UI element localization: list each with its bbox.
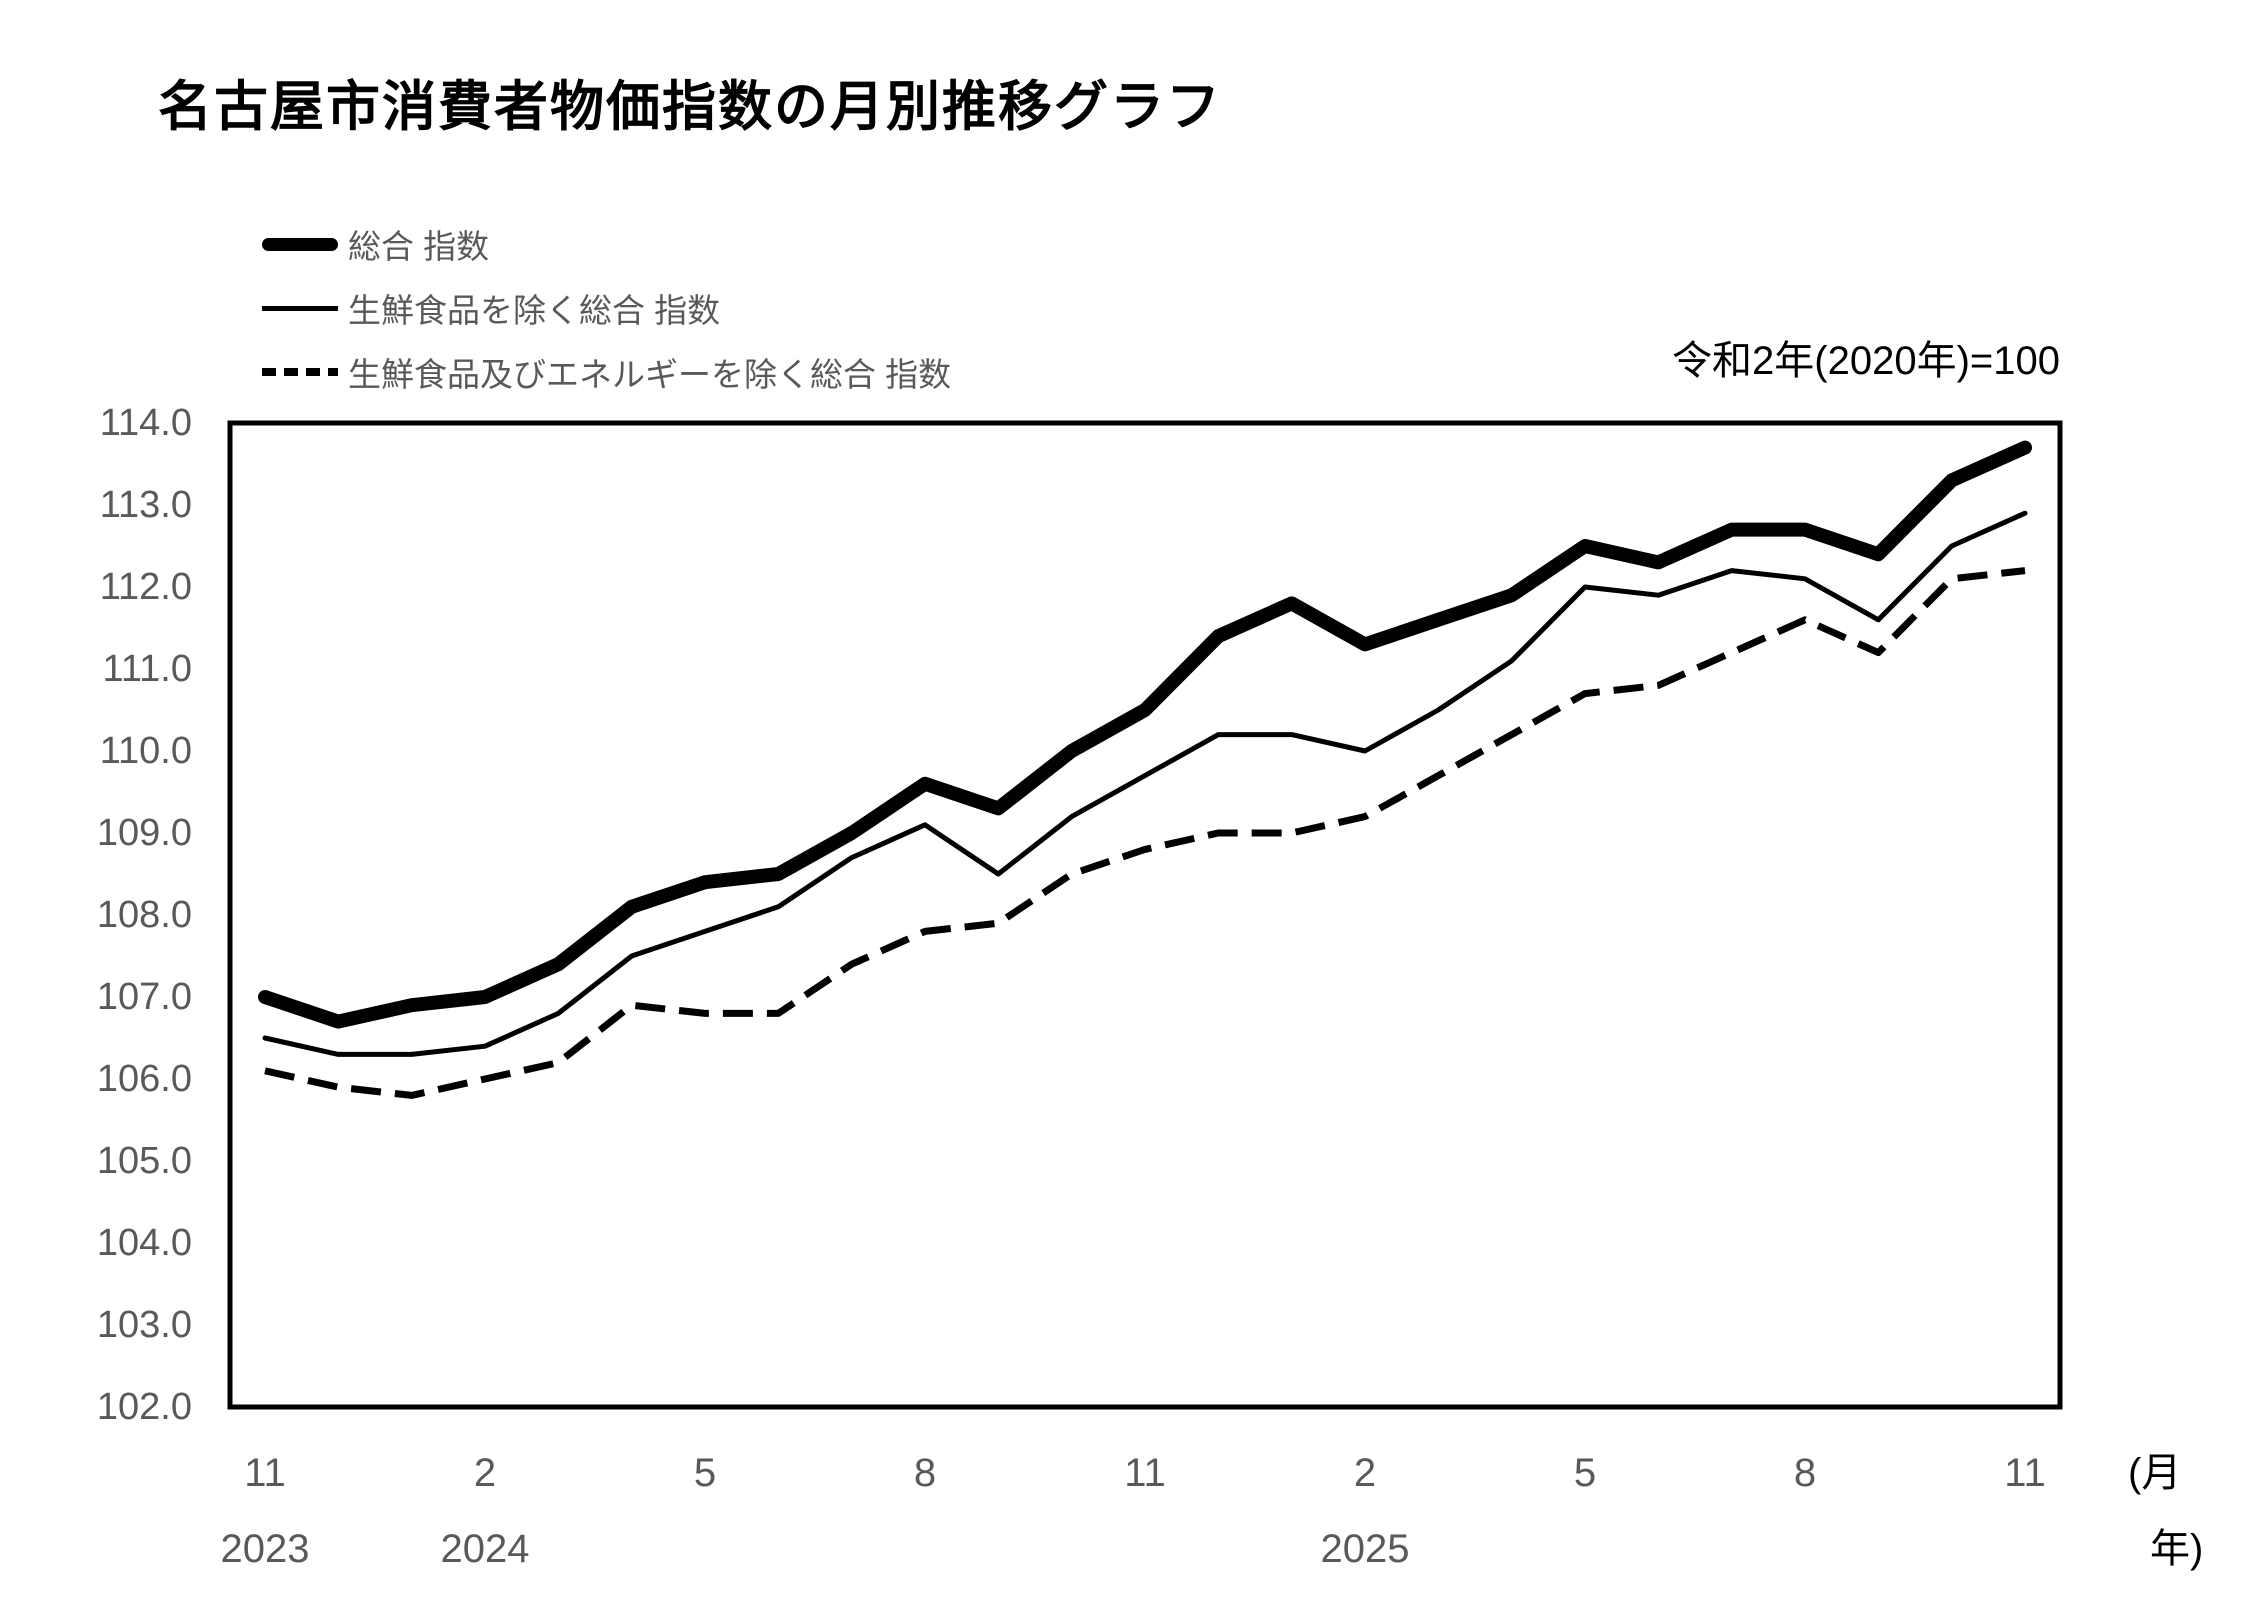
legend-label: 生鮮食品及びエネルギーを除く総合 指数: [348, 356, 952, 393]
y-tick-label: 104.0: [96, 1222, 192, 1264]
y-tick-label: 114.0: [99, 402, 192, 444]
x-tick-month-label: 2: [473, 1451, 497, 1495]
series-line-thin: [262, 510, 2028, 1057]
legend-item-ex-fresh-food: 生鮮食品を除く総合 指数: [262, 276, 951, 340]
x-tick-month-label: 8: [1793, 1451, 1817, 1495]
x-tick-year-label: 2025: [1320, 1527, 1410, 1571]
legend: 総合 指数 生鮮食品を除く総合 指数 生鮮食品及びエネルギーを除く総合 指数: [262, 212, 951, 404]
x-axis-unit-month: (月: [2128, 1451, 2182, 1495]
y-tick-label: 105.0: [96, 1140, 192, 1182]
series-line-dashed: [264, 567, 2026, 1099]
x-tick-month-label: 11: [2004, 1451, 2046, 1495]
y-tick-label: 110.0: [99, 730, 192, 772]
series-group: [258, 440, 2032, 1099]
legend-item-sogo: 総合 指数: [262, 212, 951, 276]
y-tick-label: 102.0: [96, 1386, 192, 1428]
plot-border: [227, 420, 2063, 1410]
x-tick-year-label: 2023: [220, 1527, 310, 1571]
thin-line-sample-icon: [262, 305, 338, 311]
y-tick-label: 113.0: [99, 484, 192, 526]
x-tick-month-label: 2: [1353, 1451, 1377, 1495]
y-tick-label: 106.0: [96, 1058, 192, 1100]
x-tick-month-label: 5: [693, 1451, 717, 1495]
chart-title: 名古屋市消費者物価指数の月別推移グラフ: [158, 77, 1222, 137]
y-tick-label: 112.0: [99, 566, 192, 608]
y-tick-label: 108.0: [96, 894, 192, 936]
x-tick-month-label: 11: [244, 1451, 286, 1495]
x-axis-unit-year: 年): [2150, 1527, 2204, 1571]
y-tick-label: 103.0: [96, 1304, 192, 1346]
series-line-thick: [258, 440, 2032, 1029]
x-tick-month-label: 5: [1573, 1451, 1597, 1495]
x-tick-month-label: 8: [913, 1451, 937, 1495]
legend-item-ex-fresh-food-energy: 生鮮食品及びエネルギーを除く総合 指数: [262, 340, 951, 404]
y-tick-label: 107.0: [96, 976, 192, 1018]
y-tick-label: 109.0: [96, 812, 192, 854]
x-tick-month-label: 11: [1124, 1451, 1166, 1495]
thick-line-sample-icon: [262, 237, 338, 251]
x-tick-year-label: 2024: [440, 1527, 530, 1571]
legend-label: 総合 指数: [348, 228, 490, 265]
base-year-note: 令和2年(2020年)=100: [1672, 339, 2060, 383]
y-tick-label: 111.0: [102, 648, 192, 690]
dashed-line-sample-icon: [262, 368, 338, 376]
legend-label: 生鮮食品を除く総合 指数: [348, 292, 721, 329]
